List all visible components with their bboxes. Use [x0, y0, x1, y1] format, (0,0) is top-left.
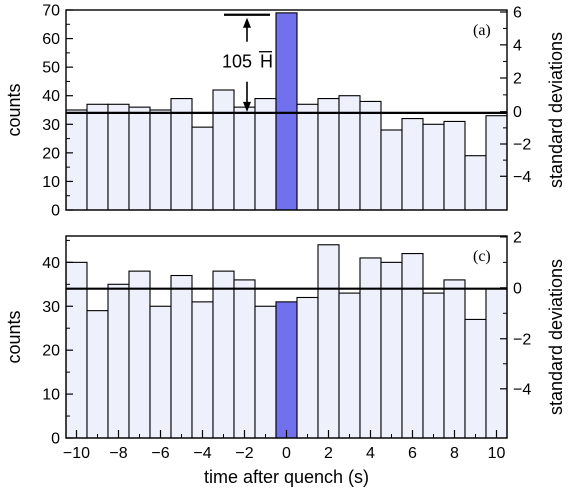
bar — [107, 283, 130, 439]
bar — [338, 292, 361, 439]
x-tick-label: 0 — [282, 445, 291, 462]
bar-highlight — [275, 12, 298, 211]
bar — [233, 279, 256, 439]
y-axis-title: counts — [4, 310, 24, 363]
x-tick-label: −6 — [151, 445, 169, 462]
y2-tick-label: −2 — [513, 331, 531, 348]
y-tick-label: 50 — [42, 60, 60, 77]
y-tick-label: 60 — [42, 31, 60, 48]
y-tick-label: 10 — [42, 387, 60, 404]
bar — [170, 274, 193, 439]
y-tick-label: 40 — [42, 255, 60, 272]
x-axis-title: time after quench (s) — [204, 467, 369, 487]
bar — [212, 89, 235, 211]
y-tick-label: 20 — [42, 145, 60, 162]
annotation-symbol: H — [260, 52, 273, 72]
y2-tick-label: 0 — [513, 280, 522, 297]
panel-label: (a) — [473, 22, 491, 39]
bar — [359, 257, 382, 439]
bar — [191, 301, 214, 439]
bar — [191, 126, 214, 211]
bar — [254, 305, 277, 439]
y2-tick-label: 2 — [513, 229, 522, 246]
bar-highlight — [275, 301, 298, 439]
bar — [170, 98, 193, 211]
y2-tick-label: 0 — [513, 104, 522, 121]
y2-tick-label: −4 — [513, 381, 531, 398]
bar — [464, 155, 487, 211]
bar — [359, 100, 382, 211]
bar — [464, 318, 487, 439]
y2-tick-label: 2 — [513, 71, 522, 88]
bar — [485, 115, 508, 211]
y-tick-label: 40 — [42, 88, 60, 105]
y2-tick-label: 4 — [513, 37, 522, 54]
annotation-label: 105 — [222, 52, 252, 72]
bar — [296, 296, 319, 439]
y2-axis-title: standard deviations — [546, 32, 566, 188]
bar — [443, 120, 466, 211]
x-tick-label: 2 — [324, 445, 333, 462]
x-tick-label: −4 — [193, 445, 211, 462]
bar — [233, 106, 256, 211]
y-tick-label: 0 — [51, 203, 60, 220]
bar — [317, 98, 340, 211]
bar — [401, 253, 424, 439]
y-tick-label: 20 — [42, 343, 60, 360]
y-tick-label: 0 — [51, 431, 60, 448]
y2-tick-label: −4 — [513, 169, 531, 186]
bar — [149, 109, 172, 211]
x-tick-label: 4 — [366, 445, 375, 462]
bar — [422, 123, 445, 211]
bar — [65, 109, 88, 211]
annotation: 105 H — [222, 13, 273, 112]
y2-tick-label: −2 — [513, 137, 531, 154]
bar — [86, 103, 109, 211]
y-tick-label: 70 — [42, 3, 60, 20]
x-tick-label: 10 — [488, 445, 506, 462]
arrow-up-icon — [243, 17, 251, 28]
bar — [296, 103, 319, 211]
bar — [149, 305, 172, 439]
arrow-down-icon — [243, 101, 251, 112]
y-tick-label: 30 — [42, 299, 60, 316]
bar — [212, 270, 235, 439]
bar — [107, 103, 130, 211]
x-tick-label: 6 — [408, 445, 417, 462]
bar — [317, 244, 340, 439]
bar — [401, 118, 424, 211]
bar — [254, 98, 277, 211]
bar — [422, 292, 445, 439]
y-axis-title: counts — [4, 83, 24, 136]
bar — [128, 270, 151, 439]
x-tick-label: −10 — [63, 445, 90, 462]
y2-axis-title: standard deviations — [546, 259, 566, 415]
bar — [86, 310, 109, 439]
panel-label: (c) — [473, 248, 491, 265]
x-tick-label: 8 — [450, 445, 459, 462]
y-tick-label: 30 — [42, 117, 60, 134]
y-tick-label: 10 — [42, 174, 60, 191]
x-tick-label: −8 — [109, 445, 127, 462]
y2-tick-label: 6 — [513, 5, 522, 22]
x-tick-label: −2 — [235, 445, 253, 462]
bar — [380, 129, 403, 211]
bar — [443, 279, 466, 439]
bar — [128, 106, 151, 211]
